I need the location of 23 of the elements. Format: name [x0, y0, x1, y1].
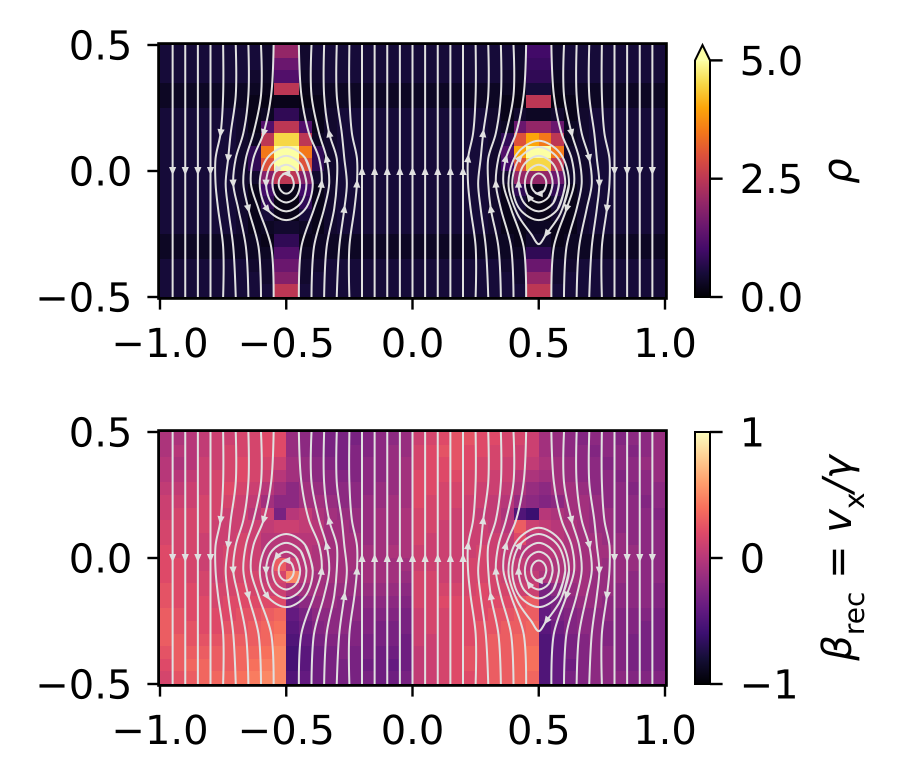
color-bar-label: 0 — [740, 536, 766, 582]
x-tick-label: 0.0 — [380, 708, 444, 754]
y-tick-label: 0.0 — [68, 536, 132, 582]
x-tick-label: 0.5 — [506, 708, 571, 754]
y-tick-label: −0.5 — [35, 275, 132, 322]
color-bar-label: 5.0 — [740, 38, 804, 85]
x-tick-label: −1.0 — [111, 321, 209, 367]
y-tick-label: 0.5 — [68, 23, 132, 70]
x-tick-label: 0.5 — [506, 321, 571, 367]
color-bar-title: ρ — [815, 158, 861, 184]
x-tick-label: 0.0 — [380, 321, 444, 367]
color-bar-label: −1 — [740, 662, 799, 708]
y-tick-label: 0.5 — [68, 410, 132, 456]
x-tick-label: −0.5 — [238, 321, 335, 367]
color-bar-label: 0.0 — [740, 275, 804, 322]
x-tick-label: 1.0 — [633, 708, 697, 754]
y-tick-label: 0.0 — [68, 149, 132, 196]
color-bar-label: 2.5 — [740, 157, 804, 204]
x-tick-label: −0.5 — [238, 708, 335, 754]
y-tick-label: −0.5 — [35, 662, 132, 708]
color-bar-label: 1 — [740, 410, 766, 456]
x-tick-label: 1.0 — [633, 321, 697, 367]
x-tick-label: −1.0 — [111, 708, 209, 754]
